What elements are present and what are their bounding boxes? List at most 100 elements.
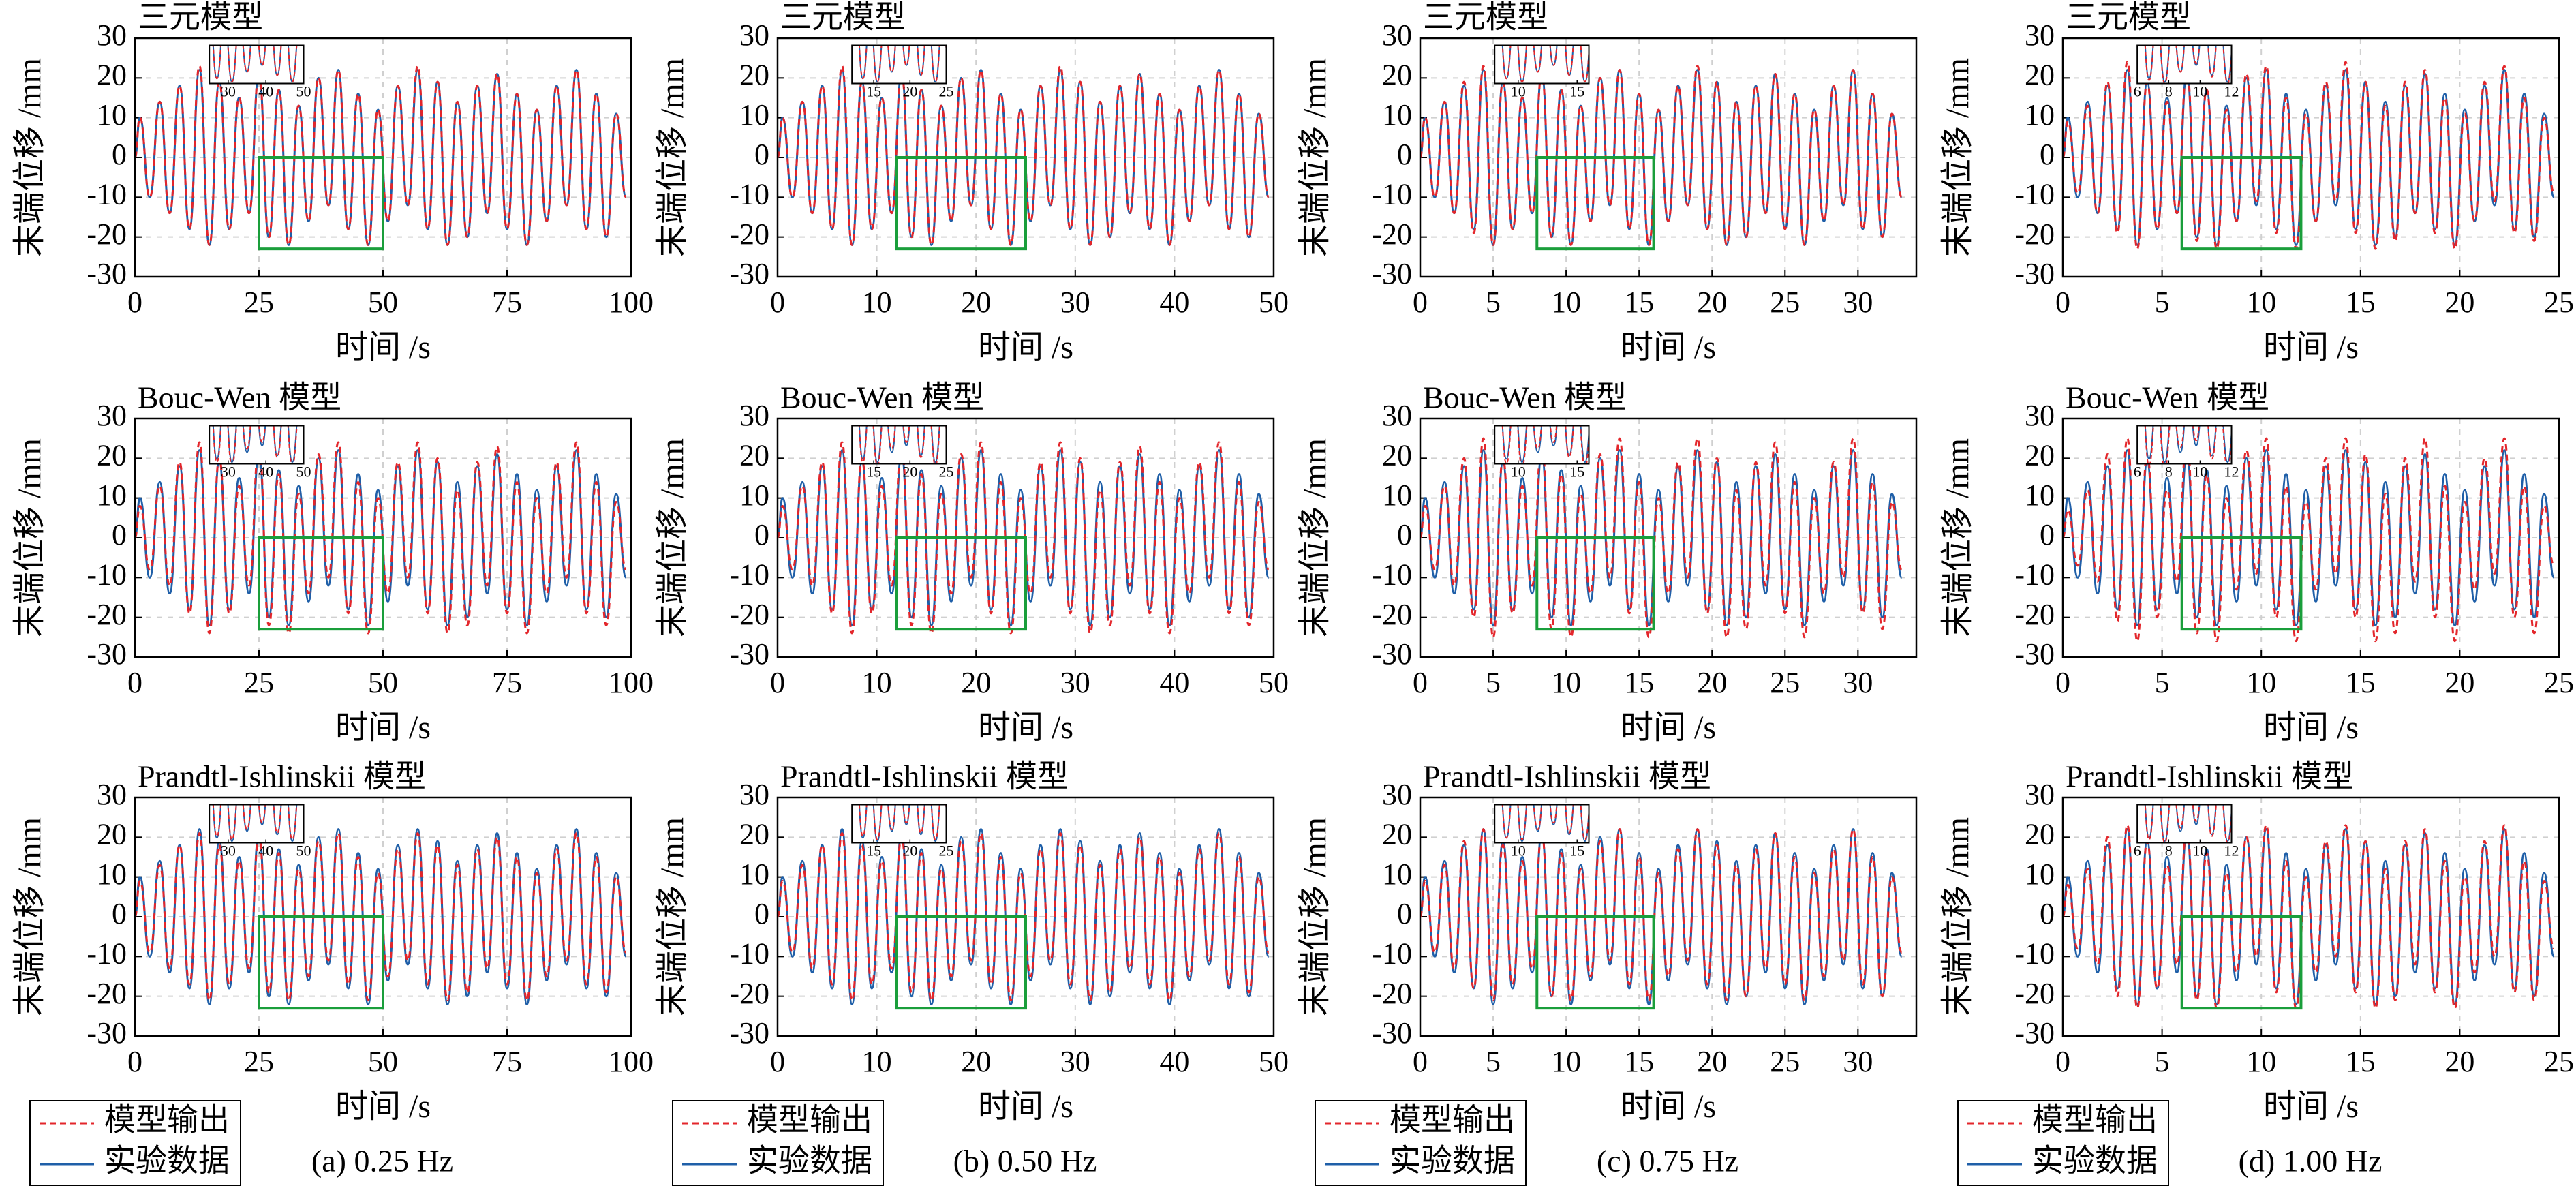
x-tick-label: 20 bbox=[961, 286, 991, 319]
y-tick-label: 20 bbox=[1382, 438, 1412, 472]
y-tick-label: 0 bbox=[2040, 518, 2055, 551]
legend-label: 实验数据 bbox=[747, 1144, 872, 1178]
x-axis-label: 时间 /s bbox=[978, 710, 1073, 746]
axes-frame bbox=[2061, 37, 2560, 278]
inset-frame bbox=[2136, 425, 2233, 465]
inset-tick-label: 6 bbox=[2134, 842, 2141, 859]
y-tick-label: -30 bbox=[729, 1016, 769, 1050]
inset-frame bbox=[2136, 804, 2233, 844]
y-tick-label: -20 bbox=[1372, 977, 1412, 1010]
inset-tick-label: 25 bbox=[939, 842, 954, 859]
x-tick-label: 40 bbox=[1159, 666, 1189, 699]
x-tick-label: 0 bbox=[770, 666, 785, 699]
series-line bbox=[2063, 61, 2556, 250]
y-tick-label: -10 bbox=[1372, 936, 1412, 970]
x-tick-label: 20 bbox=[1697, 666, 1727, 699]
series-line bbox=[1420, 437, 1903, 639]
y-tick-label: 10 bbox=[739, 857, 769, 891]
legend-box bbox=[29, 1100, 241, 1186]
x-tick-label: 5 bbox=[1486, 1045, 1501, 1078]
y-tick-label: -30 bbox=[87, 637, 127, 671]
inset-tick-label: 15 bbox=[866, 842, 881, 859]
subplot-title: 三元模型 bbox=[780, 0, 906, 35]
y-axis-label: 末端位移 /mm bbox=[1939, 58, 1976, 257]
y-tick-label: 20 bbox=[1382, 58, 1412, 91]
inset-tick-label: 6 bbox=[2134, 83, 2141, 100]
x-tick-label: 25 bbox=[1770, 286, 1800, 319]
x-tick-label: 50 bbox=[1259, 666, 1289, 699]
y-tick-label: -10 bbox=[729, 177, 769, 211]
caption: (a) 0.25 Hz bbox=[311, 1144, 453, 1178]
x-tick-label: 50 bbox=[368, 666, 398, 699]
x-tick-label: 15 bbox=[1624, 286, 1654, 319]
y-tick-label: 10 bbox=[2025, 857, 2055, 891]
inset-tick-label: 8 bbox=[2165, 463, 2173, 481]
inset-tick-label: 30 bbox=[221, 83, 236, 100]
legend-box bbox=[672, 1100, 884, 1186]
x-tick-label: 50 bbox=[368, 1045, 398, 1078]
x-tick-label: 0 bbox=[127, 286, 142, 319]
zoom-box bbox=[895, 536, 1027, 631]
subplot: -30 -20 -10 0 10 20 30 0 25 50 75 100 30 40 50 Prandtl-… bbox=[12, 759, 654, 1186]
inset-tick-label: 25 bbox=[939, 463, 954, 481]
inset-tick-label: 15 bbox=[866, 83, 881, 100]
series-line bbox=[135, 69, 628, 246]
subplot: -30 -20 -10 0 10 20 30 0 10 20 30 40 50 15 20 25 Bouc-We… bbox=[654, 380, 1289, 746]
inset-frame bbox=[1494, 804, 1590, 844]
y-tick-label: 30 bbox=[1382, 778, 1412, 811]
axes-frame bbox=[776, 417, 1275, 658]
x-tick-label: 20 bbox=[1697, 1045, 1727, 1078]
zoom-box bbox=[258, 156, 384, 251]
x-tick-label: 100 bbox=[609, 666, 654, 699]
x-tick-label: 10 bbox=[2246, 286, 2276, 319]
axes-frame bbox=[1419, 417, 1918, 658]
x-tick-label: 25 bbox=[2544, 1045, 2574, 1078]
x-tick-label: 0 bbox=[2055, 286, 2070, 319]
inset-tick-label: 40 bbox=[258, 83, 273, 100]
y-tick-label: 0 bbox=[1397, 518, 1412, 551]
zoom-box bbox=[1535, 156, 1655, 251]
y-tick-label: -10 bbox=[2014, 558, 2055, 591]
x-tick-label: 75 bbox=[492, 666, 522, 699]
x-tick-label: 75 bbox=[492, 1045, 522, 1078]
x-tick-label: 75 bbox=[492, 286, 522, 319]
y-tick-label: 30 bbox=[2025, 18, 2055, 52]
x-tick-label: 10 bbox=[862, 286, 892, 319]
x-tick-label: 10 bbox=[1551, 666, 1581, 699]
zoom-box bbox=[258, 536, 384, 631]
y-tick-label: 0 bbox=[754, 518, 769, 551]
y-tick-label: -20 bbox=[2014, 217, 2055, 251]
x-tick-label: 0 bbox=[1413, 666, 1428, 699]
caption: (c) 0.75 Hz bbox=[1597, 1144, 1738, 1178]
y-tick-label: 30 bbox=[739, 778, 769, 811]
y-tick-label: -10 bbox=[1372, 177, 1412, 211]
inset-tick-label: 15 bbox=[1569, 842, 1584, 859]
inset-tick-label: 30 bbox=[221, 842, 236, 859]
y-axis-label: 末端位移 /mm bbox=[12, 817, 48, 1016]
x-tick-label: 0 bbox=[770, 286, 785, 319]
y-tick-label: -20 bbox=[87, 598, 127, 631]
y-tick-label: -20 bbox=[1372, 217, 1412, 251]
inset-tick-label: 50 bbox=[296, 83, 311, 100]
x-axis-label: 时间 /s bbox=[335, 710, 431, 746]
y-axis-label: 末端位移 /mm bbox=[1939, 817, 1976, 1016]
x-tick-label: 25 bbox=[1770, 666, 1800, 699]
inset-tick-label: 20 bbox=[902, 842, 917, 859]
x-tick-label: 25 bbox=[2544, 666, 2574, 699]
y-tick-label: -10 bbox=[87, 177, 127, 211]
y-tick-label: -10 bbox=[2014, 936, 2055, 970]
y-axis-label: 末端位移 /mm bbox=[1297, 438, 1333, 637]
x-tick-label: 5 bbox=[1486, 666, 1501, 699]
y-tick-label: 30 bbox=[97, 778, 127, 811]
y-tick-label: 30 bbox=[97, 399, 127, 432]
y-tick-label: -30 bbox=[1372, 1016, 1412, 1050]
x-axis-label: 时间 /s bbox=[2263, 710, 2359, 746]
y-axis-label: 末端位移 /mm bbox=[1939, 438, 1976, 637]
x-tick-label: 10 bbox=[1551, 286, 1581, 319]
inset-bg bbox=[209, 45, 304, 84]
x-axis-label: 时间 /s bbox=[335, 329, 431, 365]
x-axis-label: 时间 /s bbox=[1621, 710, 1716, 746]
x-tick-label: 0 bbox=[127, 666, 142, 699]
